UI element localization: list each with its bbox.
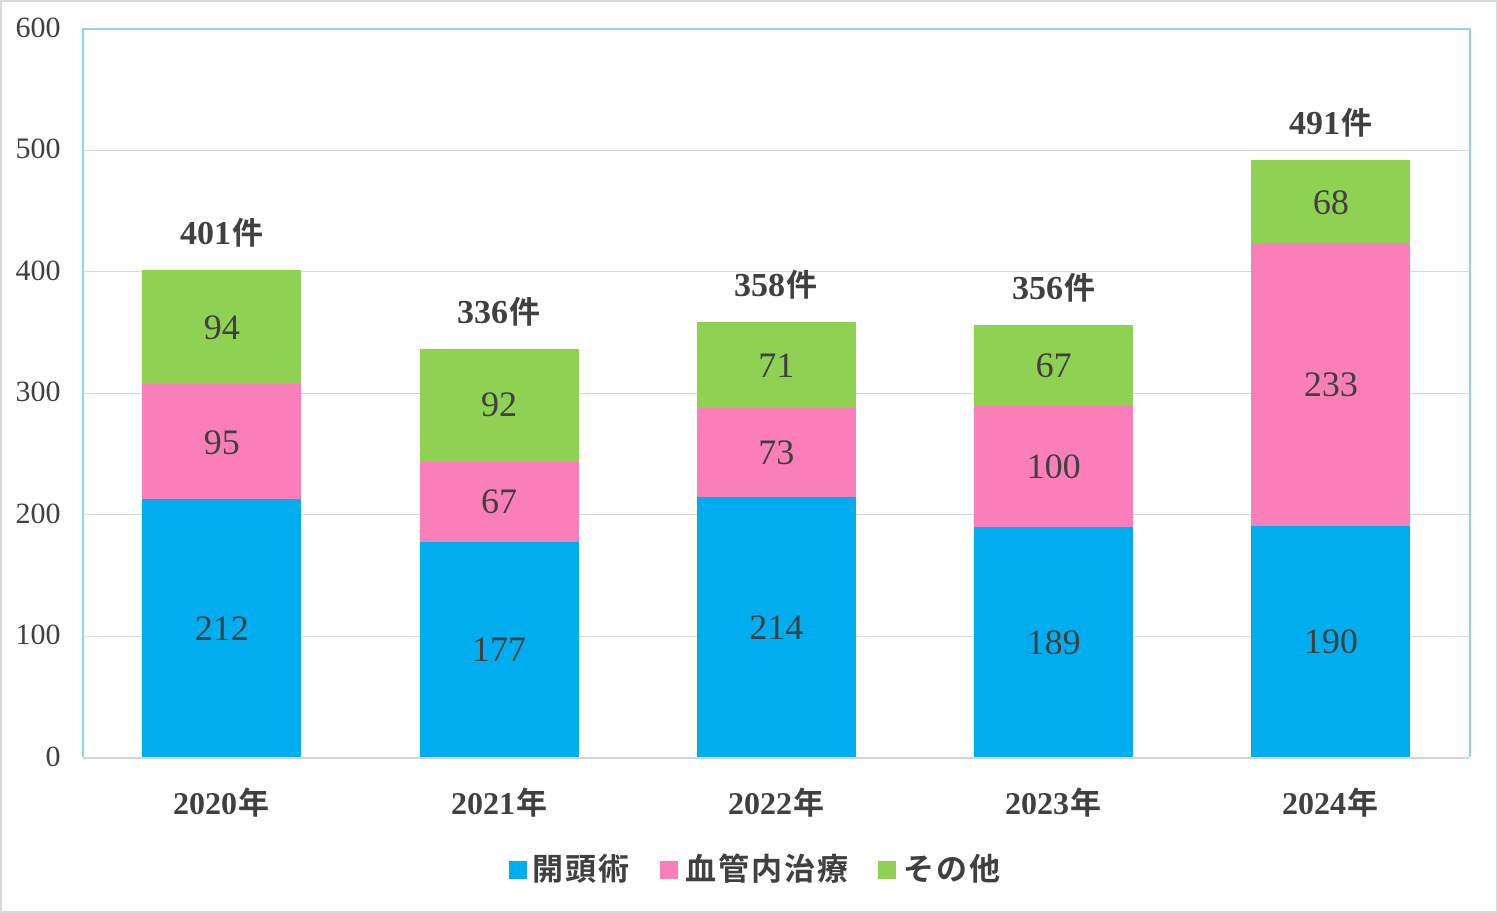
svg-text:358: 358: [734, 267, 785, 304]
svg-text:2023: 2023: [1005, 785, 1069, 821]
svg-text:401: 401: [180, 215, 231, 252]
svg-text:2020: 2020: [173, 785, 237, 821]
svg-text:2021: 2021: [451, 785, 515, 821]
svg-text:491: 491: [1289, 105, 1340, 142]
svg-text:356: 356: [1012, 270, 1063, 307]
svg-text:2022: 2022: [728, 785, 792, 821]
svg-text:336: 336: [457, 294, 508, 331]
svg-text:2024: 2024: [1282, 785, 1346, 821]
